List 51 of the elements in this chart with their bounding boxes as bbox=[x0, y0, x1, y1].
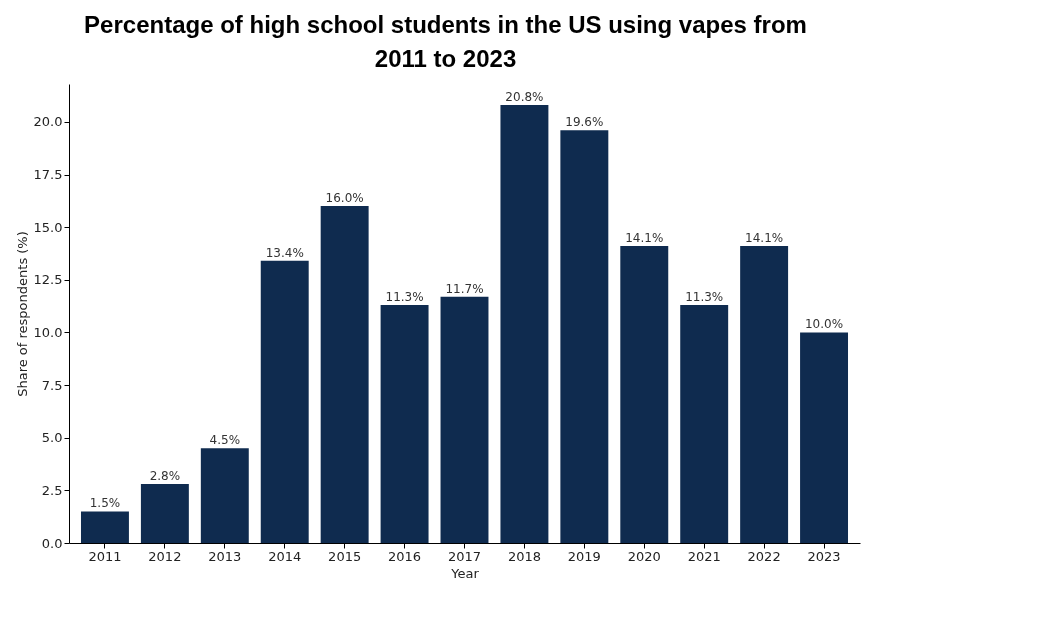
y-axis-title: Share of respondents (%) bbox=[14, 231, 30, 397]
y-tick-label: 7.5 bbox=[41, 377, 63, 393]
x-tick-label: 2015 bbox=[328, 548, 362, 564]
data-label: 1.5% bbox=[89, 496, 121, 511]
x-tick-label: 2017 bbox=[447, 548, 482, 564]
x-axis-title: Year bbox=[450, 565, 480, 581]
x-tick-label: 2023 bbox=[807, 548, 841, 564]
data-label: 11.3% bbox=[385, 290, 424, 305]
y-tick-label: 17.5 bbox=[33, 167, 63, 183]
data-label: 16.0% bbox=[325, 191, 364, 206]
bar bbox=[500, 105, 549, 543]
y-tick-label: 5.0 bbox=[41, 430, 63, 446]
bar bbox=[80, 511, 129, 543]
data-label: 2.8% bbox=[149, 469, 181, 484]
x-tick-label: 2018 bbox=[507, 548, 541, 564]
x-tick-label: 2019 bbox=[567, 548, 601, 564]
y-tick-label: 2.5 bbox=[41, 482, 63, 498]
data-label: 10.0% bbox=[804, 317, 844, 332]
data-label: 20.8% bbox=[505, 90, 544, 105]
data-label: 13.4% bbox=[265, 245, 304, 260]
data-label: 11.7% bbox=[445, 281, 484, 296]
bar bbox=[440, 296, 489, 543]
x-tick-label: 2021 bbox=[687, 548, 721, 564]
x-tick-label: 2014 bbox=[268, 548, 302, 564]
bar bbox=[560, 130, 609, 543]
bar bbox=[740, 246, 789, 543]
y-tick-label: 0.0 bbox=[41, 535, 63, 551]
bar bbox=[380, 305, 429, 543]
data-label: 19.6% bbox=[565, 115, 604, 130]
data-label: 4.5% bbox=[209, 433, 241, 448]
x-tick-label: 2020 bbox=[627, 548, 661, 564]
x-tick-label: 2016 bbox=[388, 548, 422, 564]
y-tick-label: 10.0 bbox=[33, 324, 63, 340]
x-tick-label: 2013 bbox=[208, 548, 242, 564]
bar bbox=[260, 260, 309, 543]
bar bbox=[200, 448, 249, 543]
bar bbox=[620, 246, 669, 543]
y-tick-label: 20.0 bbox=[33, 114, 63, 130]
x-tick-label: 2022 bbox=[747, 548, 781, 564]
bar bbox=[320, 206, 369, 543]
x-tick-label: 2012 bbox=[148, 548, 182, 564]
bar bbox=[680, 305, 729, 543]
y-tick-label: 15.0 bbox=[33, 219, 63, 235]
data-label: 14.1% bbox=[745, 231, 784, 246]
y-tick-label: 12.5 bbox=[33, 272, 63, 288]
x-tick-label: 2011 bbox=[88, 548, 122, 564]
bar bbox=[140, 484, 189, 543]
data-label: 11.3% bbox=[685, 290, 724, 305]
bar bbox=[800, 332, 849, 543]
data-label: 14.1% bbox=[625, 231, 664, 246]
chart-title: Percentage of high school students in the US using vapes from 2011 to 2023 bbox=[84, 11, 807, 72]
